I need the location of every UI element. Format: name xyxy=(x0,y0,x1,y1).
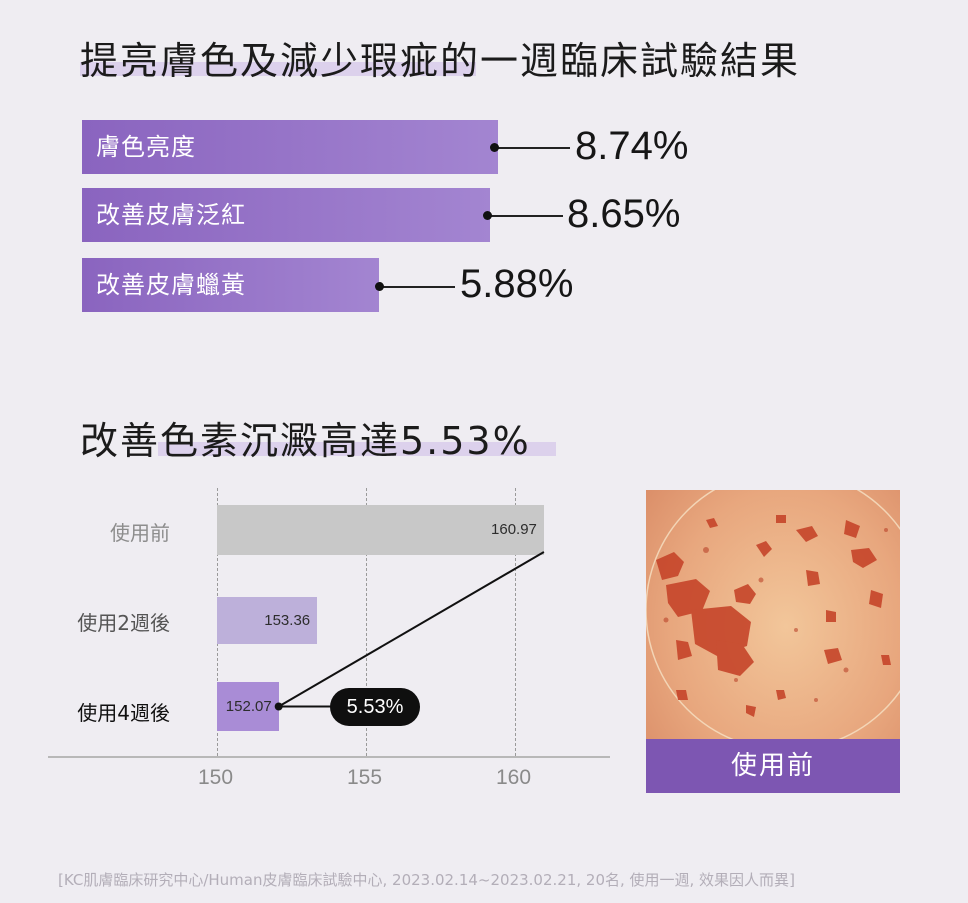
result-label-sallowness: 改善皮膚蠟黃 xyxy=(96,271,246,299)
pigment-title: 改善色素沉澱高達5.53% xyxy=(80,410,556,465)
category-label: 使用2週後 xyxy=(77,611,170,635)
result-dot-sallowness xyxy=(375,282,384,291)
result-dot-redness xyxy=(483,211,492,220)
photo-caption: 使用前 xyxy=(646,739,900,793)
title-highlight xyxy=(80,62,476,76)
result-connector-sallowness xyxy=(379,286,455,288)
chart-bar xyxy=(217,682,279,731)
main-title-text: 提亮膚色及減少瑕疵的一週臨床試驗結果 xyxy=(80,39,801,83)
result-label-brightness: 膚色亮度 xyxy=(96,133,196,161)
result-connector-redness xyxy=(487,215,563,217)
bar-value-label: 160.97 xyxy=(491,521,537,538)
bar-value-label: 152.07 xyxy=(225,697,272,715)
result-bar-brightness: 膚色亮度 xyxy=(82,120,498,174)
reduction-badge: 5.53% xyxy=(330,687,420,726)
category-label: 使用前 xyxy=(110,521,170,545)
before-photo: 使用前 xyxy=(646,490,900,793)
result-bar-sallowness: 改善皮膚蠟黃 xyxy=(82,258,379,312)
bar-value-label: 153.36 xyxy=(264,611,311,629)
x-tick-label: 160 xyxy=(496,766,532,789)
result-connector-brightness xyxy=(494,147,570,149)
result-label-redness: 改善皮膚泛紅 xyxy=(96,201,246,229)
result-dot-brightness xyxy=(490,143,499,152)
pigment-title-text: 改善色素沉澱高達5.53% xyxy=(80,419,531,463)
main-title: 提亮膚色及減少瑕疵的一週臨床試驗結果 xyxy=(80,30,800,85)
result-value-redness: 8.65% xyxy=(567,192,681,236)
chart-bar xyxy=(217,505,544,555)
result-bar-redness: 改善皮膚泛紅 xyxy=(82,188,490,242)
x-tick-label: 150 xyxy=(198,766,234,789)
footnote: [KC肌膚臨床研究中心/Human皮膚臨床試驗中心, 2023.02.14~20… xyxy=(58,871,795,889)
chart-axis-line xyxy=(48,756,610,758)
result-value-sallowness: 5.88% xyxy=(460,262,574,306)
pigment-title-highlight xyxy=(158,442,556,456)
result-value-brightness: 8.74% xyxy=(575,124,689,168)
category-label: 使用4週後 xyxy=(77,701,170,725)
x-tick-label: 155 xyxy=(347,766,383,789)
